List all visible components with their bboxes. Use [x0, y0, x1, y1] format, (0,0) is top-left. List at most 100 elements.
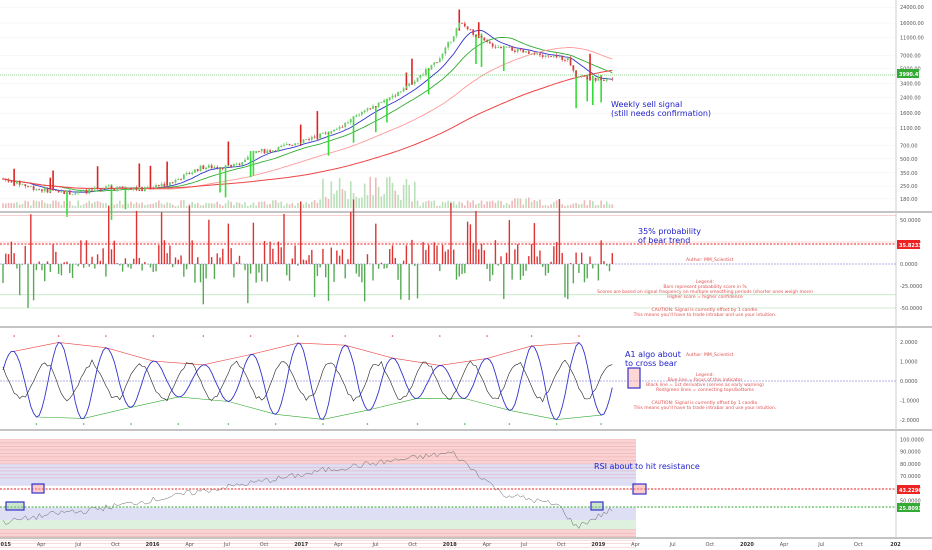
volume-bar	[41, 200, 43, 208]
probability-bar	[400, 264, 402, 300]
price-tick-label: 350.00	[900, 171, 918, 177]
candle-body	[508, 46, 511, 48]
probability-bar	[283, 213, 285, 264]
rsi-overbought-band	[0, 439, 636, 464]
probability-bar	[60, 264, 63, 276]
probability-bar	[539, 250, 541, 264]
candle-body	[611, 78, 614, 80]
probability-bar	[274, 262, 277, 264]
candle-body	[274, 150, 277, 152]
probability-bar	[66, 261, 68, 264]
volume-bar	[566, 205, 569, 208]
rsi-axis: 100.000090.000080.000070.000060.000050.0…	[900, 437, 924, 504]
candle-body	[29, 186, 32, 188]
volume-bar	[141, 202, 143, 208]
candle-body	[486, 40, 488, 42]
algo-legend-line-4: Red/green lines = connecting tops/bottom…	[656, 387, 754, 393]
candle-body	[260, 149, 263, 152]
volume-bar	[580, 203, 583, 208]
volume-bar	[441, 201, 444, 208]
volume-bar	[249, 204, 252, 208]
rsi-box-resistance-2015	[31, 483, 45, 494]
algo-bottom-dot	[366, 423, 369, 425]
probability-bar	[135, 210, 138, 264]
volume-bar	[308, 203, 310, 208]
ma-blue-line	[2, 29, 613, 193]
volume-bar	[294, 205, 296, 208]
candle-body	[488, 41, 491, 44]
candle-body	[199, 165, 202, 171]
time-tick-label: Oct	[111, 542, 120, 548]
candle-body	[397, 92, 399, 97]
candle-body	[224, 166, 227, 169]
rsi-mid-band	[0, 507, 636, 520]
volume-bar	[82, 204, 85, 208]
volume-bar	[419, 205, 422, 208]
algo-top-dot	[13, 335, 15, 337]
probability-bar	[600, 240, 602, 264]
probability-bar	[466, 221, 469, 264]
candle-body	[355, 115, 358, 117]
candle-body	[327, 133, 330, 135]
algo-legend-line-7: This means you'll have to trade intrabar…	[633, 405, 777, 411]
probability-bar	[174, 257, 177, 264]
probability-bar	[408, 264, 410, 300]
volume-bar	[592, 201, 594, 208]
candle-body	[285, 144, 288, 145]
probability-bar	[299, 201, 302, 264]
algo-top-dot	[438, 335, 441, 337]
volume-bar	[405, 178, 408, 208]
probability-bar	[305, 260, 307, 264]
candle-body	[283, 144, 285, 146]
candle-body	[458, 22, 461, 29]
probability-bar	[380, 262, 383, 264]
probability-bar	[391, 245, 394, 264]
candle-body	[54, 190, 57, 192]
probability-bar	[536, 256, 538, 264]
candle-body	[399, 91, 402, 93]
candle-body	[372, 105, 374, 109]
probability-bar	[110, 249, 113, 264]
candle-body	[541, 55, 544, 57]
probability-bar	[433, 242, 435, 264]
probability-bar	[244, 264, 246, 271]
probability-bar	[130, 264, 132, 269]
candle-body	[305, 139, 308, 140]
algo-lines	[2, 335, 613, 425]
candle-body	[194, 169, 196, 173]
volume-bar	[30, 205, 32, 208]
rsi-box-support-2019	[590, 501, 604, 511]
time-tick-label: Oct	[408, 542, 417, 548]
volume-bar	[38, 201, 40, 208]
volume-bar	[135, 202, 138, 208]
algo-legend-line-1: Legend:	[696, 372, 714, 378]
candle-body	[299, 142, 302, 144]
candle-body	[591, 77, 594, 80]
candle-body	[174, 179, 177, 183]
rsi-box-support-2015	[5, 501, 25, 511]
algo-tick-label: 2.0000	[900, 340, 918, 346]
volume-bar	[43, 202, 46, 208]
candle-body	[447, 42, 450, 48]
candle-body	[102, 189, 105, 190]
price-tick-label: 2400.00	[900, 95, 921, 101]
volume-bar	[46, 203, 49, 208]
probability-annotation-line-2: of bear trend	[638, 236, 690, 245]
candle-body	[333, 129, 335, 132]
probability-bar	[516, 244, 519, 264]
rsi-low-band	[0, 519, 636, 530]
probability-bar	[269, 241, 271, 264]
probability-bar	[394, 257, 396, 264]
candle-body	[491, 43, 494, 47]
probability-bar	[183, 264, 185, 277]
time-tick-label: Jul	[371, 542, 378, 548]
candle-body	[603, 80, 605, 81]
probability-bar	[85, 240, 88, 264]
probability-bar	[252, 222, 255, 264]
probability-bar	[35, 264, 38, 271]
algo-top-dot	[578, 335, 580, 337]
candle-body	[441, 53, 444, 59]
volume-bar	[408, 185, 410, 208]
candle-body	[93, 187, 96, 190]
